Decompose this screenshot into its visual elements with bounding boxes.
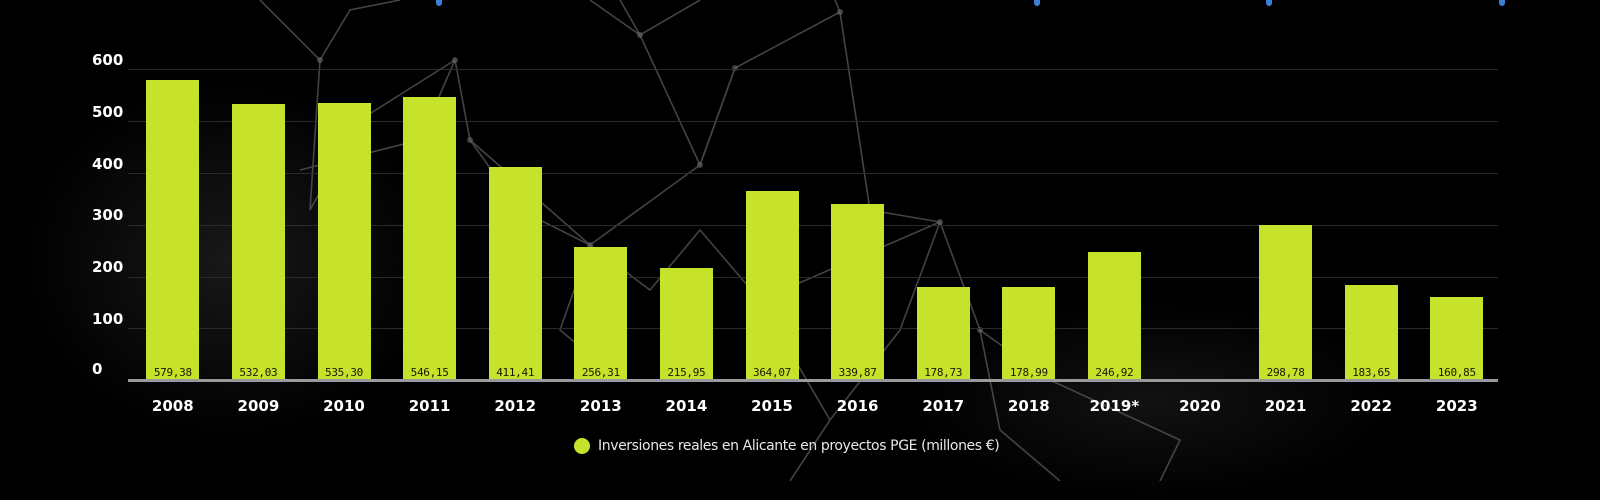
gridline [128, 121, 1498, 122]
bar[interactable]: 411,41 [488, 166, 542, 380]
x-tick-label: 2008 [151, 397, 194, 415]
x-tick-label: 2018 [1007, 397, 1050, 415]
gridline [128, 225, 1498, 226]
bar-value-label: 215,95 [667, 366, 706, 379]
bar-value-label: 535,30 [325, 366, 363, 379]
y-tick-label: 0 [92, 360, 103, 378]
gridline [128, 277, 1498, 278]
bar[interactable]: 532,03 [231, 104, 285, 380]
bar[interactable]: 579,38 [146, 79, 200, 380]
y-tick-label: 300 [92, 206, 124, 224]
bar[interactable]: 298,78 [1259, 225, 1313, 380]
x-tick-label: 2016 [836, 397, 879, 415]
x-tick-label: 2011 [408, 397, 451, 415]
x-tick-label: 2019* [1089, 397, 1140, 415]
y-tick-label: 600 [92, 51, 124, 69]
bar-value-label: 532,03 [239, 366, 278, 379]
legend[interactable]: Inversiones reales en Alicante en proyec… [574, 438, 1000, 454]
x-tick-label: 2023 [1435, 397, 1478, 415]
blue-mark [436, 0, 442, 6]
blue-mark [1034, 0, 1040, 6]
bar-value-label: 178,99 [1009, 366, 1048, 379]
plot-area: 579,38 532,03 535,30 546,15 411,41 256,31 215,… [128, 69, 1498, 382]
bar[interactable]: 339,87 [831, 203, 885, 380]
x-tick-label: 2017 [922, 397, 965, 415]
bar-value-label: 183,65 [1352, 366, 1391, 379]
x-axis-line [128, 379, 1498, 382]
bar[interactable]: 178,73 [916, 287, 970, 380]
bar[interactable]: 160,85 [1430, 296, 1484, 380]
bar[interactable]: 535,30 [317, 102, 371, 380]
x-tick-label: 2021 [1264, 397, 1307, 415]
blue-mark [1499, 0, 1505, 6]
bar[interactable]: 546,15 [403, 96, 457, 380]
bar-value-label: 411,41 [496, 366, 535, 379]
y-tick-label: 200 [92, 258, 124, 276]
bar[interactable]: 183,65 [1344, 284, 1398, 380]
bar[interactable]: 215,95 [659, 268, 713, 380]
bar-value-label: 339,87 [838, 366, 877, 379]
bar[interactable]: 364,07 [745, 191, 799, 380]
y-tick-label: 100 [92, 310, 124, 328]
gridline [128, 69, 1498, 70]
x-tick-label: 2020 [1179, 397, 1221, 415]
x-tick-label: 2010 [323, 397, 365, 415]
x-tick-label: 2014 [665, 397, 708, 415]
bar-value-label: 364,07 [753, 366, 791, 379]
bar-value-label: 256,31 [581, 366, 620, 379]
bar-value-label: 546,15 [410, 366, 449, 379]
bar-value-label: 160,85 [1437, 366, 1476, 379]
gridline [128, 328, 1498, 329]
gridline [128, 173, 1498, 174]
y-tick-label: 500 [92, 103, 124, 121]
x-tick-label: 2009 [237, 397, 280, 415]
bar[interactable]: 256,31 [574, 247, 628, 380]
legend-marker-icon [574, 438, 590, 454]
bar[interactable]: 246,92 [1087, 252, 1141, 380]
bar-value-label: 298,78 [1266, 366, 1305, 379]
blue-mark [1266, 0, 1272, 6]
x-tick-label: 2015 [751, 397, 793, 415]
x-tick-label: 2012 [494, 397, 537, 415]
legend-label: Inversiones reales en Alicante en proyec… [598, 438, 1000, 454]
bar-value-label: 246,92 [1095, 366, 1134, 379]
x-tick-label: 2022 [1350, 397, 1393, 415]
x-tick-label: 2013 [579, 397, 622, 415]
y-tick-label: 400 [92, 155, 124, 173]
bar-value-label: 579,38 [153, 366, 192, 379]
bar[interactable]: 178,99 [1002, 287, 1056, 380]
bar-value-label: 178,73 [924, 366, 963, 379]
